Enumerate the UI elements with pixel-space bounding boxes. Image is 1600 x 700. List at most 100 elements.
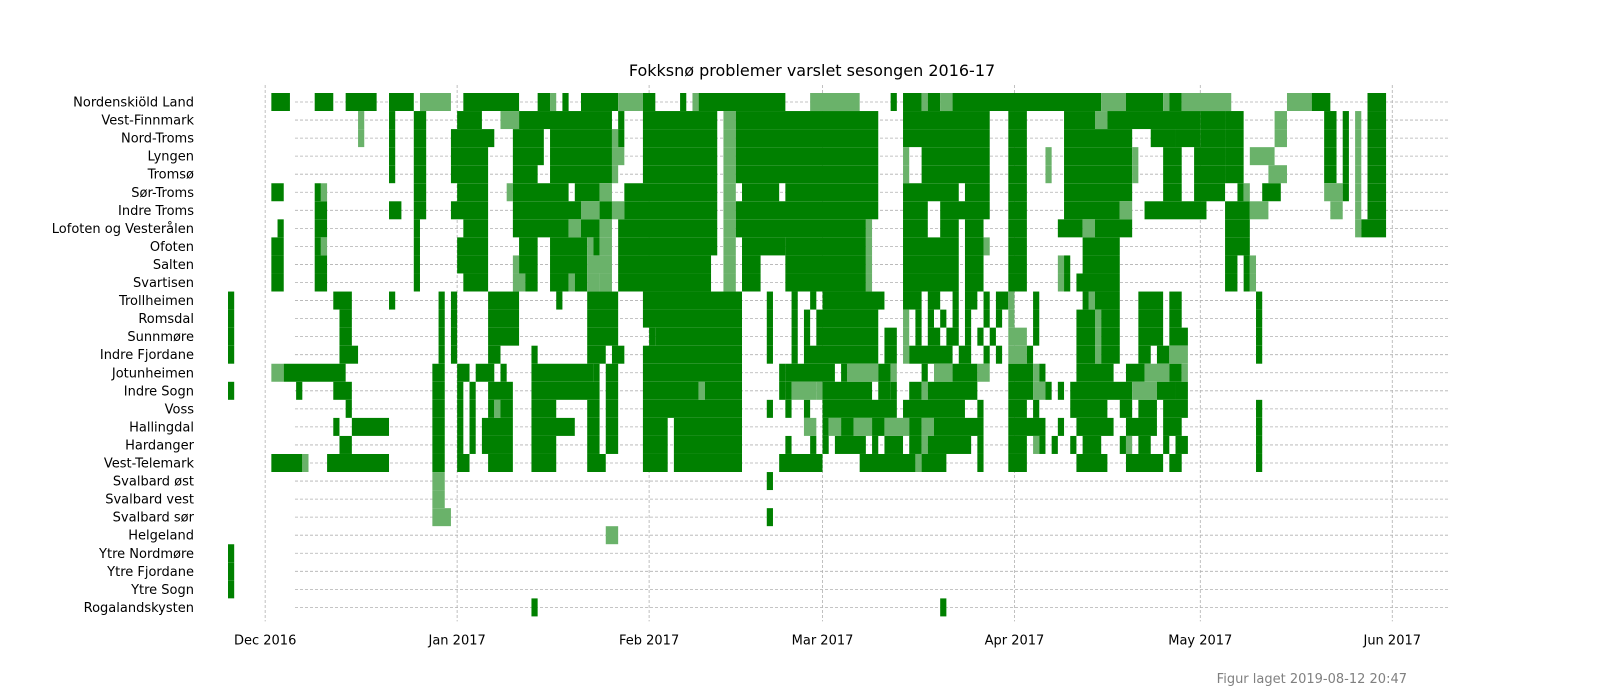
forecast-bar <box>1125 363 1145 382</box>
forecast-bar <box>271 255 284 274</box>
forecast-bar <box>834 435 866 454</box>
forecast-bar <box>1101 327 1120 346</box>
forecast-bar <box>964 309 972 328</box>
forecast-bar <box>1243 273 1250 292</box>
forecast-bar <box>735 111 879 130</box>
forecast-bar <box>1144 201 1207 220</box>
forecast-bar <box>1045 147 1052 166</box>
forecast-bar <box>1076 345 1096 364</box>
forecast-bar <box>785 183 879 202</box>
forecast-bar <box>822 417 829 436</box>
forecast-bar <box>333 417 340 436</box>
forecast-bar <box>1076 417 1114 436</box>
forecast-bar <box>481 417 513 436</box>
forecast-bar <box>642 165 718 184</box>
forecast-bar <box>995 291 1009 310</box>
forecast-bar <box>723 273 736 292</box>
forecast-bar <box>921 165 990 184</box>
forecast-bar <box>1008 309 1015 328</box>
forecast-bar <box>1088 291 1096 310</box>
forecast-bar <box>1014 327 1027 346</box>
month-tick-label: May 2017 <box>1168 633 1232 648</box>
forecast-bar <box>1355 147 1362 166</box>
forecast-bar <box>574 183 600 202</box>
forecast-bar <box>921 435 928 454</box>
forecast-bar <box>500 111 520 130</box>
forecast-bar <box>952 309 959 328</box>
forecast-bar <box>228 291 235 310</box>
forecast-bar <box>512 255 520 274</box>
forecast-bar <box>339 435 352 454</box>
forecast-bar <box>587 454 606 472</box>
forecast-bar <box>488 291 520 310</box>
forecast-bar <box>1008 255 1027 274</box>
forecast-bar <box>271 183 284 202</box>
forecast-bar <box>611 345 625 364</box>
forecast-bar <box>903 219 928 238</box>
forecast-bar <box>964 273 984 292</box>
forecast-bar <box>618 111 625 130</box>
forecast-bar <box>890 93 897 111</box>
region-label: Rogalandskysten <box>84 601 194 616</box>
forecast-bar <box>457 435 464 454</box>
forecast-bars <box>228 93 1387 617</box>
forecast-bar <box>587 435 600 454</box>
forecast-bar <box>785 399 792 418</box>
forecast-bar <box>1225 111 1244 130</box>
forecast-bar <box>927 309 934 328</box>
region-label: Ytre Fjordane <box>106 565 194 580</box>
region-label: Hallingdal <box>129 420 194 435</box>
region-label: Indre Sogn <box>124 384 194 399</box>
forecast-bar <box>574 273 588 292</box>
forecast-bar <box>723 111 736 130</box>
forecast-bar <box>698 93 786 111</box>
forecast-bar <box>723 255 736 274</box>
forecast-bar <box>587 309 619 328</box>
forecast-bar <box>457 237 489 256</box>
forecast-bar <box>915 454 922 472</box>
forecast-bar <box>228 309 235 328</box>
forecast-bar <box>692 93 699 111</box>
forecast-bar <box>742 237 786 256</box>
forecast-bar <box>791 291 798 310</box>
forecast-bar <box>1249 255 1257 274</box>
forecast-bar <box>903 129 990 148</box>
forecast-bar <box>1076 309 1096 328</box>
forecast-bar <box>1243 255 1250 274</box>
forecast-bar <box>964 327 972 346</box>
forecast-bar <box>859 454 916 472</box>
forecast-bar <box>1225 273 1238 292</box>
forecast-bar <box>271 93 290 111</box>
forecast-bar <box>791 327 798 346</box>
forecast-bar <box>779 381 786 400</box>
forecast-bar <box>1262 183 1281 202</box>
forecast-bar <box>1008 183 1027 202</box>
forecast-bar <box>1249 273 1257 292</box>
forecast-bar <box>537 93 551 111</box>
forecast-bar <box>1156 345 1170 364</box>
forecast-bar <box>903 111 990 130</box>
forecast-bar <box>587 345 606 364</box>
forecast-bar <box>432 490 445 509</box>
forecast-bar <box>890 363 897 382</box>
forecast-bar <box>413 201 427 220</box>
forecast-bar <box>450 165 489 184</box>
forecast-bar <box>766 345 773 364</box>
forecast-bar <box>723 237 736 256</box>
forecast-bar <box>673 454 743 472</box>
forecast-bar <box>1169 345 1188 364</box>
forecast-bar <box>958 345 972 364</box>
forecast-bar <box>940 93 953 111</box>
forecast-bar <box>413 237 420 256</box>
region-label: Sør-Troms <box>131 186 194 201</box>
forecast-bar <box>989 327 996 346</box>
forecast-bar <box>977 435 984 454</box>
forecast-bar <box>915 309 922 328</box>
forecast-bar <box>611 147 625 166</box>
forecast-bar <box>642 93 656 111</box>
forecast-bar <box>983 237 990 256</box>
forecast-bar <box>1095 219 1133 238</box>
forecast-bar <box>1225 237 1250 256</box>
forecast-bar <box>550 93 557 111</box>
forecast-bar <box>457 183 489 202</box>
